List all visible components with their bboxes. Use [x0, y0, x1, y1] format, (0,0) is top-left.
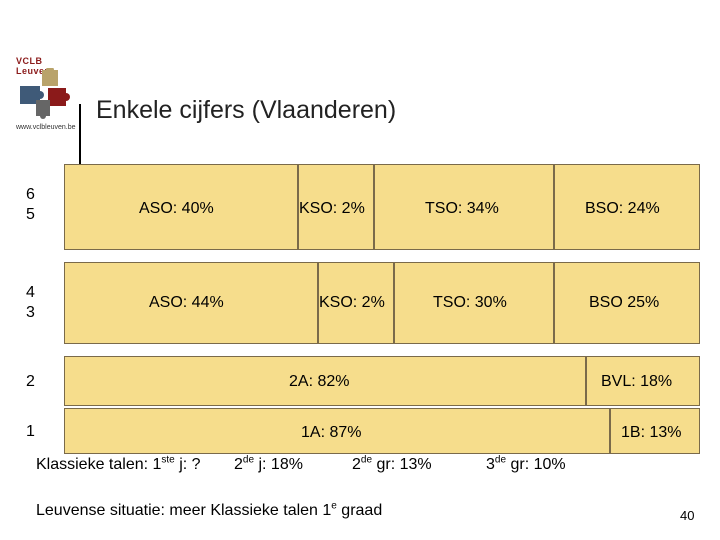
- row-label-3: 3: [26, 304, 35, 321]
- 2a-label: 2A: 82%: [289, 373, 350, 390]
- klassieke-talen-2de-jaar: 2de j: 18%: [234, 454, 303, 473]
- tso-box-4-3: TSO: 30%: [394, 262, 554, 344]
- row-label-6: 6: [26, 186, 35, 203]
- logo-name: VCLB Leuven: [16, 56, 51, 76]
- aso-label: ASO: 40%: [139, 200, 214, 217]
- logo: VCLB Leuven www.vclbleuven.be: [14, 54, 76, 134]
- title-divider: [79, 104, 81, 166]
- tso-label: TSO: 30%: [433, 294, 507, 311]
- 1a-label: 1A: 87%: [301, 424, 362, 441]
- row-label-2: 2: [26, 373, 35, 390]
- tso-label: TSO: 34%: [425, 200, 499, 217]
- row-label-4: 4: [26, 284, 35, 301]
- bso-box-6-5: BSO: 24%: [554, 164, 700, 250]
- logo-url: www.vclbleuven.be: [16, 124, 76, 131]
- 1b-label: 1B: 13%: [621, 424, 682, 441]
- klassieke-talen-3de-graad: 3de gr: 10%: [486, 454, 566, 473]
- page-number: 40: [680, 508, 695, 523]
- aso-box-4-3: ASO: 44%: [64, 262, 318, 344]
- aso-label: ASO: 44%: [149, 294, 224, 311]
- row-label-1: 1: [26, 423, 35, 440]
- 1b-box: 1B: 13%: [610, 408, 700, 454]
- bvl-box: BVL: 18%: [586, 356, 700, 406]
- kso-box-6-5: KSO: 2%: [298, 164, 374, 250]
- 2a-box: 2A: 82%: [64, 356, 586, 406]
- bso-label: BSO 25%: [589, 294, 660, 311]
- bso-label: BSO: 24%: [585, 200, 660, 217]
- klassieke-talen-1ste-jaar: Klassieke talen: 1ste j: ?: [36, 454, 201, 473]
- 1a-box: 1A: 87%: [64, 408, 610, 454]
- puzzle-logo-icon: [20, 68, 70, 119]
- bvl-label: BVL: 18%: [601, 373, 673, 390]
- bso-box-4-3: BSO 25%: [554, 262, 700, 344]
- kso-label: KSO: 2%: [319, 294, 385, 311]
- tso-box-6-5: TSO: 34%: [374, 164, 554, 250]
- page-title: Enkele cijfers (Vlaanderen): [96, 96, 397, 124]
- row-label-5: 5: [26, 206, 35, 223]
- kso-box-4-3: KSO: 2%: [318, 262, 394, 344]
- aso-box-6-5: ASO: 40%: [64, 164, 298, 250]
- leuvense-situatie: Leuvense situatie: meer Klassieke talen …: [36, 500, 383, 519]
- kso-label: KSO: 2%: [299, 200, 365, 217]
- klassieke-talen-2de-graad: 2de gr: 13%: [352, 454, 432, 473]
